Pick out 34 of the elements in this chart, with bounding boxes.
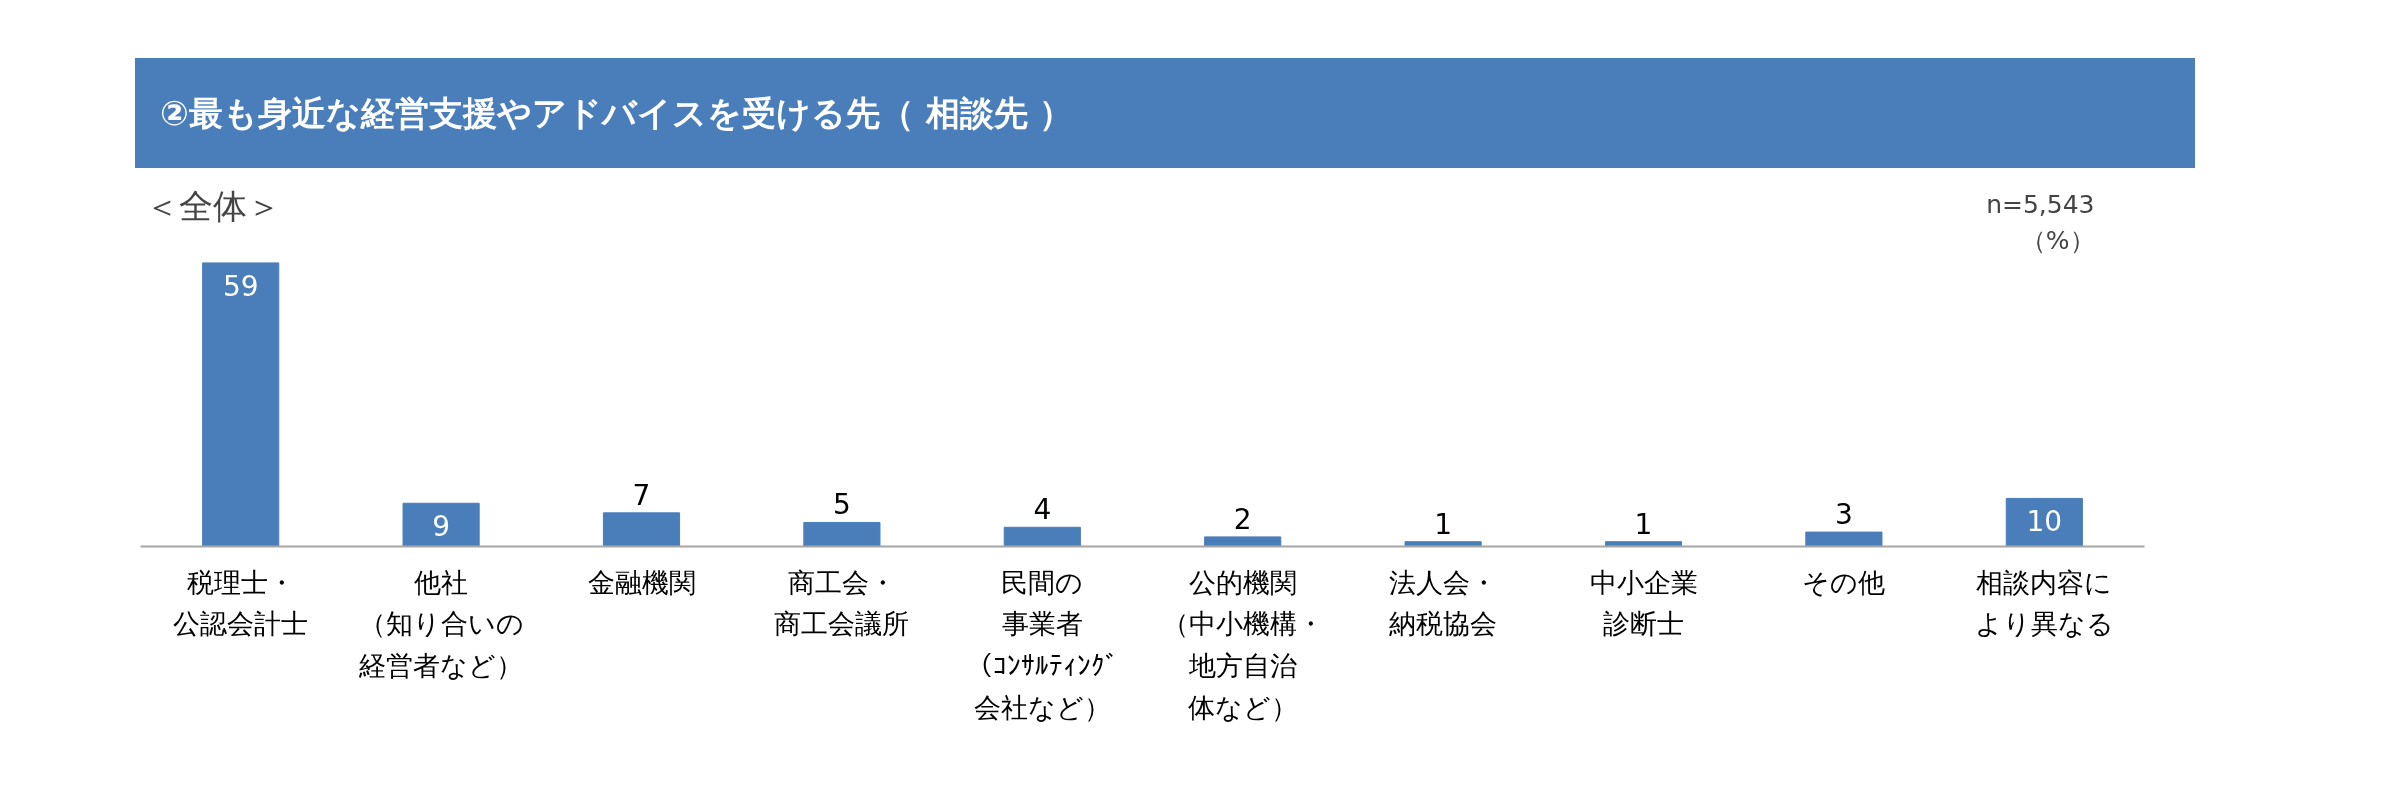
bar — [402, 502, 480, 547]
x-tick-label: その他 — [1802, 566, 1886, 598]
chart-title: ②最も身近な経営支援やアドバイスを受ける先（ 相談先 ） — [160, 92, 1074, 135]
bar — [1404, 541, 1482, 547]
chart-subtitle: ＜全体＞ — [144, 185, 281, 226]
text: n=5,543 — [1986, 189, 2095, 219]
x-tick-label: 相談内容により異なる — [1974, 566, 2114, 640]
data-label: 1 — [1634, 507, 1653, 541]
x-tick-label: 他社（知り合いの経営者など） — [358, 566, 524, 682]
x-tick-label: 商工会・商工会議所 — [774, 566, 910, 640]
x-tick-label: 公的機関（中小機構・地方自治体など） — [1161, 566, 1324, 724]
data-label: 5 — [832, 488, 851, 522]
data-label: 2 — [1233, 502, 1252, 536]
data-label: 1 — [1434, 507, 1453, 541]
x-tick-label: 民間の事業者（ｺﾝｻﾙﾃｨﾝｸﾞ会社など） — [965, 566, 1119, 724]
data-label: 9 — [432, 510, 451, 544]
x-tick-label: 中小企業診断士 — [1589, 566, 1698, 640]
x-tick-label: 税理士・公認会計士 — [173, 566, 309, 640]
bar — [1204, 536, 1282, 547]
data-label: 4 — [1033, 493, 1052, 527]
bar — [1805, 531, 1883, 547]
bar — [2005, 497, 2083, 547]
data-label: 3 — [1834, 498, 1853, 532]
bar — [1003, 526, 1081, 547]
text: （%） — [2020, 225, 2095, 255]
data-label: 10 — [2026, 505, 2063, 539]
x-tick-label: 金融機関 — [587, 566, 696, 598]
bar — [602, 512, 681, 547]
bar — [202, 262, 280, 547]
bar — [803, 521, 881, 547]
data-label: 7 — [632, 478, 651, 512]
x-tick-label: 法人会・納税協会 — [1389, 566, 1498, 640]
data-label: 59 — [222, 269, 259, 303]
bar — [1604, 541, 1683, 547]
